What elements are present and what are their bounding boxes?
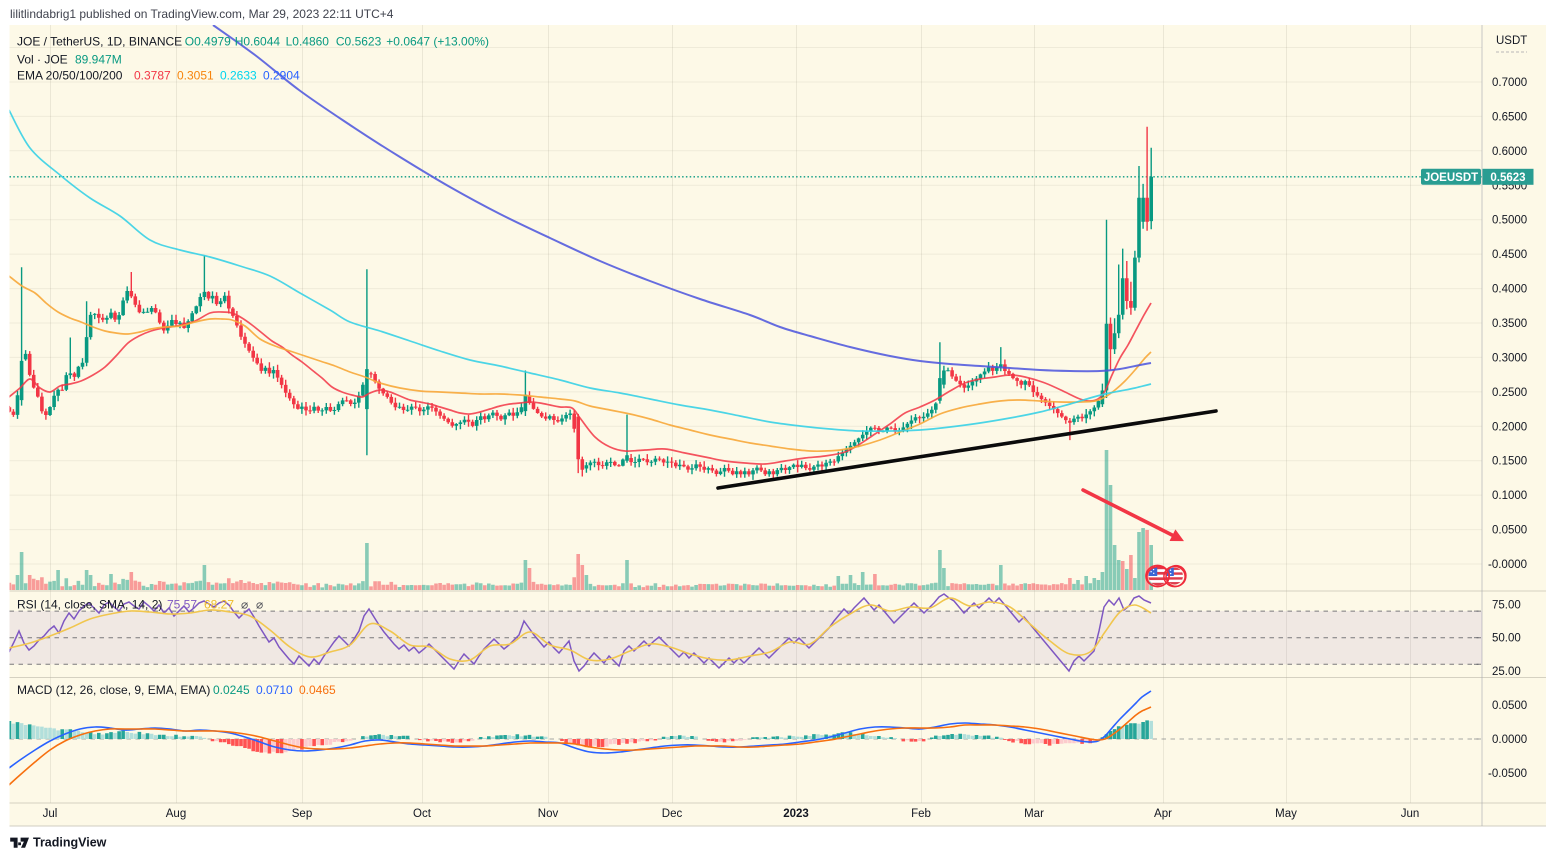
svg-text:0.4000: 0.4000	[1492, 284, 1527, 296]
svg-text:0.0000: 0.0000	[1492, 734, 1527, 746]
svg-text:68.27: 68.27	[204, 598, 234, 612]
svg-text:L0.4860: L0.4860	[286, 35, 330, 49]
svg-text:0.3500: 0.3500	[1492, 318, 1527, 330]
svg-text:May: May	[1275, 808, 1297, 820]
svg-text:-0.0500: -0.0500	[1488, 768, 1527, 780]
svg-text:Aug: Aug	[166, 808, 186, 820]
svg-text:0.3000: 0.3000	[1492, 352, 1527, 364]
svg-text:Sep: Sep	[292, 808, 312, 820]
svg-text:2023: 2023	[783, 808, 809, 820]
svg-text:0.6500: 0.6500	[1492, 111, 1527, 123]
svg-text:Nov: Nov	[538, 808, 559, 820]
svg-text:Feb: Feb	[911, 808, 931, 820]
svg-text:0.2633: 0.2633	[220, 69, 257, 83]
svg-text:0.3787: 0.3787	[134, 69, 171, 83]
svg-text:89.947M: 89.947M	[75, 53, 122, 67]
svg-text:0.0245: 0.0245	[213, 683, 250, 697]
svg-text:0.7000: 0.7000	[1492, 77, 1527, 89]
svg-text:Oct: Oct	[413, 808, 432, 820]
svg-text:USDT: USDT	[1496, 35, 1527, 47]
svg-text:75.00: 75.00	[1492, 599, 1521, 611]
svg-text:75.57: 75.57	[167, 598, 197, 612]
svg-text:0.3051: 0.3051	[177, 69, 214, 83]
svg-text:O0.4979: O0.4979	[185, 35, 231, 49]
svg-text:EMA 20/50/100/200: EMA 20/50/100/200	[17, 69, 123, 83]
svg-text:C0.5623: C0.5623	[336, 35, 382, 49]
svg-text:0.2500: 0.2500	[1492, 387, 1527, 399]
svg-text:0.1500: 0.1500	[1492, 456, 1527, 468]
svg-text:⌀: ⌀	[241, 598, 248, 612]
svg-text:Apr: Apr	[1154, 808, 1172, 820]
svg-text:-0.0000: -0.0000	[1488, 559, 1527, 571]
svg-text:H0.6044: H0.6044	[235, 35, 281, 49]
svg-text:25.00: 25.00	[1492, 666, 1521, 678]
svg-text:0.0500: 0.0500	[1492, 525, 1527, 537]
svg-text:0.2904: 0.2904	[263, 69, 300, 83]
svg-text:JOE / TetherUS, 1D, BINANCE: JOE / TetherUS, 1D, BINANCE	[17, 35, 182, 49]
svg-text:0.0710: 0.0710	[256, 683, 293, 697]
svg-text:0.5000: 0.5000	[1492, 215, 1527, 227]
svg-text:TradingView: TradingView	[33, 836, 107, 850]
svg-text:0.0500: 0.0500	[1492, 700, 1527, 712]
svg-text:Jul: Jul	[43, 808, 58, 820]
svg-text:50.00: 50.00	[1492, 633, 1521, 645]
svg-text:0.5623: 0.5623	[1490, 172, 1525, 184]
svg-text:lilitlindabrig1 published on T: lilitlindabrig1 published on TradingView…	[10, 7, 394, 21]
svg-text:0.0465: 0.0465	[299, 683, 336, 697]
svg-text:Vol · JOE: Vol · JOE	[17, 53, 68, 67]
svg-text:MACD (12, 26, close, 9, EMA, E: MACD (12, 26, close, 9, EMA, EMA)	[17, 683, 210, 697]
svg-text:JOEUSDT: JOEUSDT	[1424, 172, 1478, 184]
svg-text:+0.0647 (+13.00%): +0.0647 (+13.00%)	[386, 35, 489, 49]
svg-text:0.4500: 0.4500	[1492, 249, 1527, 261]
svg-text:RSI (14, close, SMA, 14, 2): RSI (14, close, SMA, 14, 2)	[17, 598, 162, 612]
svg-text:0.1000: 0.1000	[1492, 490, 1527, 502]
svg-text:Jun: Jun	[1401, 808, 1420, 820]
svg-text:0.6000: 0.6000	[1492, 146, 1527, 158]
svg-text:⌀: ⌀	[256, 598, 263, 612]
svg-text:Dec: Dec	[662, 808, 683, 820]
svg-text:Mar: Mar	[1024, 808, 1044, 820]
svg-text:0.2000: 0.2000	[1492, 421, 1527, 433]
